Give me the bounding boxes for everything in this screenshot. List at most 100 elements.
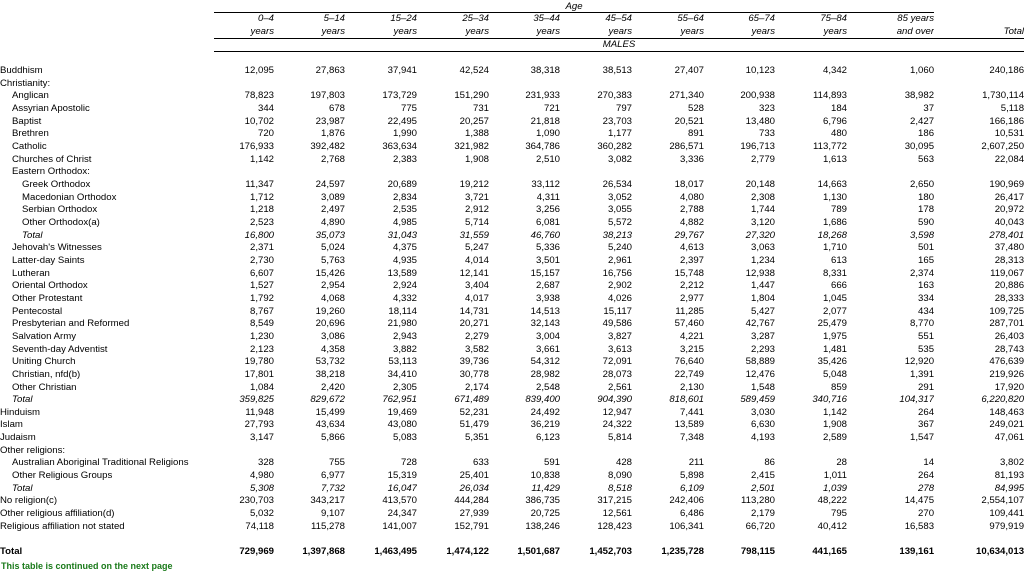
cell-value: 392,482 bbox=[310, 141, 345, 153]
cell-value bbox=[489, 445, 560, 458]
column-header-row-1: 0–4 5–14 15–24 25–34 35–44 45–54 55–64 65–74 75–… bbox=[0, 13, 1024, 26]
cell-value: 5,032 bbox=[249, 508, 274, 520]
cell-value: 51,479 bbox=[459, 419, 489, 431]
grand-total-value: 1,452,703 bbox=[589, 546, 632, 558]
cell-value: 6,109 bbox=[679, 482, 704, 494]
row-label: Brethren bbox=[12, 128, 49, 140]
table-row: No religion(c) 230,703 343,217 413,570 444,2… bbox=[0, 495, 1024, 508]
row-label: Uniting Church bbox=[12, 356, 76, 368]
cell-value: 1,804 bbox=[750, 292, 775, 304]
cell-value: 5,898 bbox=[679, 470, 704, 482]
cell-value: 3,938 bbox=[535, 292, 560, 304]
cell-value: 1,712 bbox=[249, 191, 274, 203]
cell-value: 58,889 bbox=[745, 356, 775, 368]
row-label: Pentecostal bbox=[12, 305, 63, 317]
cell-value: 5,048 bbox=[822, 368, 847, 380]
row-label: Hinduism bbox=[0, 406, 40, 418]
cell-value: 3,055 bbox=[607, 204, 632, 216]
cell-value: 775 bbox=[400, 103, 417, 115]
cell-value: 31,043 bbox=[387, 229, 417, 241]
row-label: Anglican bbox=[12, 90, 49, 102]
cell-value: 2,293 bbox=[750, 343, 775, 355]
cell-value: 3,802 bbox=[1000, 457, 1024, 469]
table-row: Lutheran 6,607 15,426 13,589 12,141 15,157 16,… bbox=[0, 268, 1024, 281]
cell-value: 3,089 bbox=[320, 191, 345, 203]
cell-value: 7,732 bbox=[320, 482, 345, 494]
cell-value: 57,460 bbox=[674, 318, 704, 330]
cell-value: 40,412 bbox=[817, 520, 847, 532]
cell-value bbox=[417, 166, 489, 179]
cell-value: 28,073 bbox=[602, 368, 632, 380]
cell-value: 43,080 bbox=[387, 419, 417, 431]
row-label: Assyrian Apostolic bbox=[12, 103, 90, 115]
cell-value: 2,374 bbox=[910, 267, 935, 279]
cell-value: 2,077 bbox=[822, 305, 847, 317]
row-label: Buddhism bbox=[0, 65, 43, 77]
cell-value: 671,489 bbox=[454, 394, 489, 406]
grand-total-value: 139,161 bbox=[899, 546, 935, 558]
cell-value: 444,284 bbox=[454, 495, 489, 507]
row-label: Christianity: bbox=[0, 77, 51, 89]
cell-value: 109,725 bbox=[989, 305, 1024, 317]
cell-value: 6,081 bbox=[535, 216, 560, 228]
cell-value: 20,696 bbox=[315, 318, 345, 330]
cell-value: 115,278 bbox=[311, 520, 345, 532]
cell-value: 21,980 bbox=[387, 318, 417, 330]
cell-value: 197,803 bbox=[310, 90, 345, 102]
cell-value: 818,601 bbox=[669, 394, 704, 406]
spacer-row bbox=[0, 52, 1024, 65]
cell-value: 8,549 bbox=[249, 318, 274, 330]
cell-value: 52,231 bbox=[459, 406, 489, 418]
cell-value: 4,193 bbox=[750, 432, 775, 444]
cell-value: 789 bbox=[830, 204, 847, 216]
row-label: Jehovah's Witnesses bbox=[12, 242, 102, 254]
cell-value: 14,663 bbox=[817, 179, 847, 190]
cell-value: 39,736 bbox=[459, 356, 489, 368]
cell-value: 5,083 bbox=[392, 432, 417, 444]
cell-value: 113,772 bbox=[813, 141, 847, 153]
cell-value: 286,571 bbox=[669, 141, 704, 153]
cell-value: 2,977 bbox=[679, 292, 704, 304]
cell-value: 334 bbox=[918, 292, 935, 304]
cell-value: 2,510 bbox=[535, 153, 560, 165]
cell-value: 721 bbox=[543, 103, 560, 115]
cell-value: 343,217 bbox=[310, 495, 345, 507]
row-label: Oriental Orthodox bbox=[12, 280, 88, 292]
cell-value: 3,287 bbox=[750, 330, 775, 342]
cell-value: 15,117 bbox=[603, 305, 632, 317]
table-row: Churches of Christ 1,142 2,768 2,383 1,908 2,… bbox=[0, 154, 1024, 167]
cell-value: 6,977 bbox=[320, 470, 345, 482]
cell-value: 1,084 bbox=[249, 381, 274, 393]
cell-value: 22,084 bbox=[994, 153, 1024, 165]
cell-value bbox=[775, 166, 847, 179]
cell-value: 3,582 bbox=[464, 343, 489, 355]
cell-value bbox=[214, 445, 274, 458]
cell-value: 119,067 bbox=[990, 267, 1024, 279]
cell-value: 19,212 bbox=[459, 179, 489, 190]
cell-value bbox=[560, 78, 632, 91]
cell-value: 32,143 bbox=[530, 318, 560, 330]
cell-value: 291 bbox=[918, 381, 935, 393]
cell-value: 317,215 bbox=[597, 495, 632, 507]
cell-value: 2,305 bbox=[392, 381, 417, 393]
row-label: Churches of Christ bbox=[12, 153, 92, 165]
cell-value: 5,024 bbox=[320, 242, 345, 254]
cell-value: 1,548 bbox=[750, 381, 775, 393]
cell-value: 1,230 bbox=[249, 330, 274, 342]
males-row: MALES bbox=[0, 38, 1024, 53]
cell-value: 28,982 bbox=[530, 368, 560, 380]
cell-value: 363,634 bbox=[382, 141, 417, 153]
table-row: Total 5,308 7,732 16,047 26,034 11,429 8,518 6,… bbox=[0, 483, 1024, 496]
cell-value: 2,174 bbox=[464, 381, 489, 393]
cell-value: 287,701 bbox=[989, 318, 1024, 330]
row-label: Christian, nfd(b) bbox=[12, 368, 81, 380]
cell-value: 66,720 bbox=[745, 520, 775, 532]
cell-value: 20,725 bbox=[530, 508, 560, 520]
cell-value: 528 bbox=[687, 103, 704, 115]
row-label: Other religious affiliation(d) bbox=[0, 508, 115, 520]
age-header-row: Age bbox=[0, 0, 1024, 14]
cell-value: 20,148 bbox=[745, 179, 775, 190]
cell-value: 38,982 bbox=[904, 90, 935, 102]
cell-value: 3,827 bbox=[607, 330, 632, 342]
cell-value: 148,463 bbox=[989, 406, 1024, 418]
